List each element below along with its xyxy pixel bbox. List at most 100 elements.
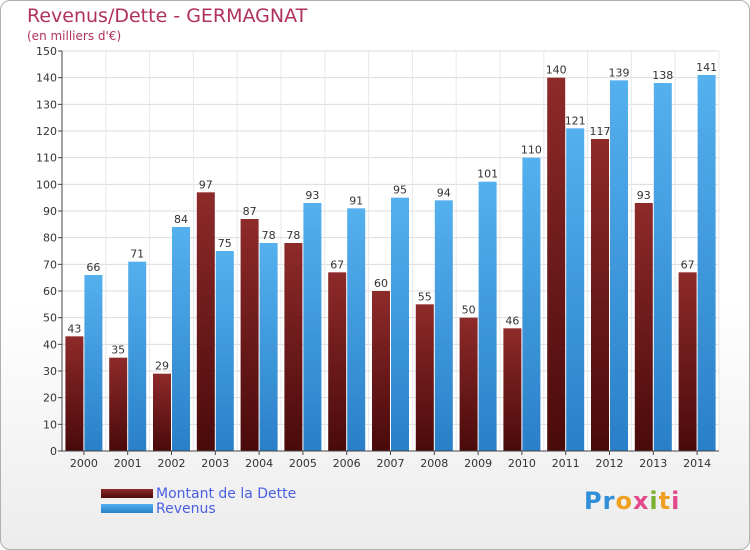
x-tick-label: 2009 [464, 457, 492, 470]
legend-swatch-debt [101, 489, 153, 498]
y-tick-label: 60 [43, 285, 57, 298]
bar-revenue [347, 208, 366, 451]
data-label: 67 [330, 258, 344, 271]
data-label: 94 [437, 186, 451, 199]
bar-revenue [303, 203, 322, 451]
bar-revenue [566, 128, 585, 451]
data-label: 117 [590, 125, 611, 138]
data-label: 50 [462, 304, 476, 317]
bar-debt [65, 336, 84, 451]
y-tick-label: 130 [36, 98, 57, 111]
bar-debt [372, 291, 390, 451]
bar-revenue [434, 200, 453, 451]
bar-debt [634, 203, 653, 451]
chart-title: Revenus/Dette - GERMAGNAT [27, 5, 308, 27]
y-tick-label: 0 [50, 445, 57, 458]
bar-revenue [215, 251, 234, 451]
plot-area [62, 51, 719, 451]
data-label: 87 [243, 205, 257, 218]
bar-revenue [259, 243, 278, 451]
y-tick-label: 70 [43, 258, 57, 271]
y-tick-label: 90 [43, 205, 57, 218]
data-label: 141 [696, 61, 717, 74]
y-tick-label: 30 [43, 365, 57, 378]
bar-debt [284, 243, 303, 451]
y-tick-label: 40 [43, 338, 57, 351]
data-label: 93 [637, 189, 651, 202]
data-label: 67 [681, 258, 695, 271]
data-label: 43 [67, 322, 81, 335]
proxiti-logo: Proxiti [584, 487, 681, 515]
y-tick-label: 50 [43, 312, 57, 325]
axes: 0 10 20 30 40 50 60 70 80 90 100 110 120 130 140 150 200… [36, 45, 719, 470]
bar-revenue [391, 197, 409, 451]
x-tick-label: 2004 [245, 457, 273, 470]
data-label: 75 [218, 237, 232, 250]
x-tick-label: 2001 [114, 457, 142, 470]
y-tick-label: 140 [36, 72, 57, 85]
bar-revenue [697, 75, 716, 451]
data-label: 71 [130, 248, 144, 261]
data-label: 78 [286, 229, 300, 242]
y-tick-label: 120 [36, 125, 57, 138]
data-label: 110 [521, 144, 542, 157]
bar-debt [109, 357, 128, 451]
legend-label-revenue: Revenus [156, 501, 216, 517]
bar-revenue [653, 83, 672, 451]
x-tick-label: 2002 [158, 457, 186, 470]
data-label: 46 [505, 314, 519, 327]
bar-revenue [478, 181, 497, 451]
data-label: 97 [199, 178, 213, 191]
y-tick-label: 20 [43, 392, 57, 405]
bar-debt [459, 317, 478, 451]
data-label: 101 [477, 168, 498, 181]
bar-debt [678, 272, 697, 451]
data-label: 84 [174, 213, 188, 226]
y-tick-label: 10 [43, 418, 57, 431]
data-label: 140 [546, 64, 567, 77]
y-tick-label: 110 [36, 152, 57, 165]
y-tick-label: 100 [36, 178, 57, 191]
bar-debt [415, 304, 434, 451]
bar-revenue [172, 227, 190, 451]
bar-revenue [84, 275, 103, 451]
x-tick-label: 2000 [70, 457, 98, 470]
x-tick-label: 2013 [639, 457, 667, 470]
data-label: 138 [652, 69, 673, 82]
bar-revenue [522, 157, 541, 451]
legend-swatch-revenue [101, 504, 153, 513]
data-label: 60 [374, 277, 388, 290]
x-tick-label: 2010 [508, 457, 536, 470]
x-tick-label: 2005 [289, 457, 317, 470]
data-label: 139 [609, 66, 630, 79]
x-tick-label: 2007 [377, 457, 405, 470]
data-label: 121 [565, 114, 586, 127]
chart-subtitle: (en milliers d'€) [27, 29, 122, 43]
x-tick-label: 2008 [420, 457, 448, 470]
bar-revenue [610, 80, 628, 451]
bar-debt [591, 139, 609, 451]
y-tick-label: 80 [43, 232, 57, 245]
bar-debt [240, 219, 259, 451]
x-tick-label: 2011 [552, 457, 580, 470]
legend-label-debt: Montant de la Dette [156, 486, 297, 502]
x-tick-label: 2006 [333, 457, 361, 470]
bar-revenue [128, 261, 147, 451]
data-label: 29 [155, 360, 169, 373]
bar-debt [196, 192, 215, 452]
bars: 43 66 35 71 29 84 97 75 87 78 78 93 67 91 60 95 55 94 50 10… [65, 61, 717, 452]
data-label: 66 [86, 261, 100, 274]
data-label: 93 [305, 189, 319, 202]
bar-debt [547, 77, 566, 452]
data-label: 95 [393, 184, 407, 197]
data-label: 35 [111, 344, 125, 357]
data-label: 91 [349, 194, 363, 207]
data-label: 55 [418, 290, 432, 303]
y-tick-label: 150 [36, 45, 57, 58]
data-label: 78 [262, 229, 276, 242]
x-tick-label: 2014 [683, 457, 711, 470]
bar-debt [153, 373, 171, 451]
bar-debt [503, 328, 522, 451]
